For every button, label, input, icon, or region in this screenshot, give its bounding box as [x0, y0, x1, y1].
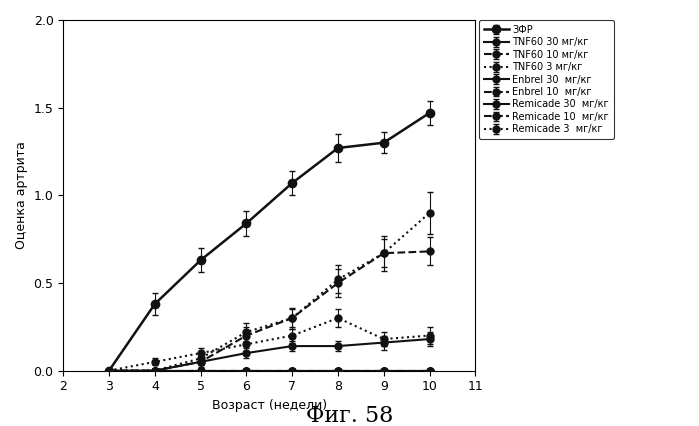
- Legend: ЗФР, TNF60 30 мг/кг, TNF60 10 мг/кг, TNF60 3 мг/кг, Enbrel 30  мг/кг, Enbrel 10 : ЗФР, TNF60 30 мг/кг, TNF60 10 мг/кг, TNF…: [480, 20, 614, 139]
- Y-axis label: Оценка артрита: Оценка артрита: [15, 141, 28, 249]
- X-axis label: Возраст (недели): Возраст (недели): [212, 399, 327, 412]
- Text: Фиг. 58: Фиг. 58: [306, 405, 393, 426]
